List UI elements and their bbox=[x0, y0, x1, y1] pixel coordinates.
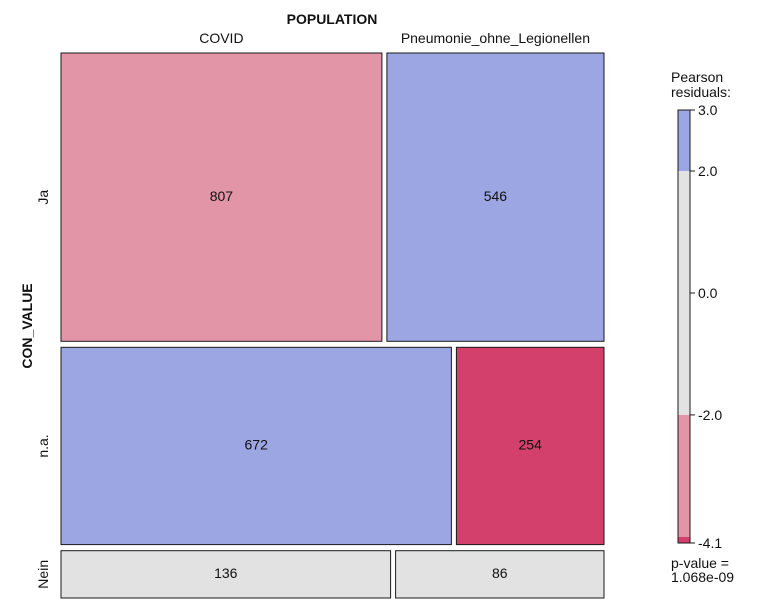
cell-count-label: 86 bbox=[492, 565, 508, 581]
legend-bar-segment bbox=[678, 110, 690, 171]
row-variable-title: CON_VALUE bbox=[19, 283, 35, 368]
legend-color-bar bbox=[677, 109, 691, 544]
legend-tick-label: -4.1 bbox=[698, 535, 722, 551]
row-level-label: n.a. bbox=[35, 434, 51, 457]
tile-Nein-2 bbox=[395, 550, 605, 599]
row-level-label: Nein bbox=[35, 560, 51, 589]
row-level-labels: Ja n.a. Nein bbox=[35, 190, 51, 589]
cell-count-label: 254 bbox=[519, 437, 543, 453]
legend-tick-label: 0.0 bbox=[698, 285, 718, 301]
p-value-number: 1.068e-09 bbox=[671, 569, 734, 585]
legend-title-line-2: residuals: bbox=[671, 84, 731, 100]
tile-na-2 bbox=[455, 346, 605, 546]
cell-count-label: 136 bbox=[214, 565, 238, 581]
row-level-label: Ja bbox=[35, 190, 51, 205]
legend-ticks: 3.0 2.0 0.0 -2.0 -4.1 bbox=[690, 102, 722, 551]
legend-title-line-1: Pearson bbox=[671, 69, 723, 85]
legend-tick-label: 2.0 bbox=[698, 163, 718, 179]
p-value-label: p-value = bbox=[671, 555, 729, 571]
cell-count-label: 546 bbox=[484, 188, 508, 204]
legend-bar-segment bbox=[678, 536, 690, 543]
column-variable-title: POPULATION bbox=[287, 11, 378, 27]
cell-count-label: 807 bbox=[210, 188, 234, 204]
legend-bar-segment bbox=[678, 171, 690, 415]
legend-bar-segment bbox=[678, 414, 690, 537]
residual-legend: Pearson residuals: 3.0 2.0 0.0 -2.0 -4.1 p-v… bbox=[671, 69, 734, 585]
tile-Ja-2 bbox=[386, 52, 605, 342]
column-level-label: COVID bbox=[199, 30, 243, 46]
mosaic-tiles: 807 546 672 254 136 86 bbox=[60, 52, 605, 599]
tile-na-1 bbox=[60, 346, 452, 546]
column-level-labels: COVID Pneumonie_ohne_Legionellen bbox=[199, 30, 590, 46]
legend-tick-label: 3.0 bbox=[698, 102, 718, 118]
column-level-label: Pneumonie_ohne_Legionellen bbox=[401, 30, 590, 46]
tile-Ja-1 bbox=[60, 52, 383, 342]
cell-count-label: 672 bbox=[245, 437, 269, 453]
tile-Nein-1 bbox=[60, 550, 392, 599]
legend-tick-label: -2.0 bbox=[698, 407, 722, 423]
legend-bar-outline bbox=[677, 109, 691, 544]
